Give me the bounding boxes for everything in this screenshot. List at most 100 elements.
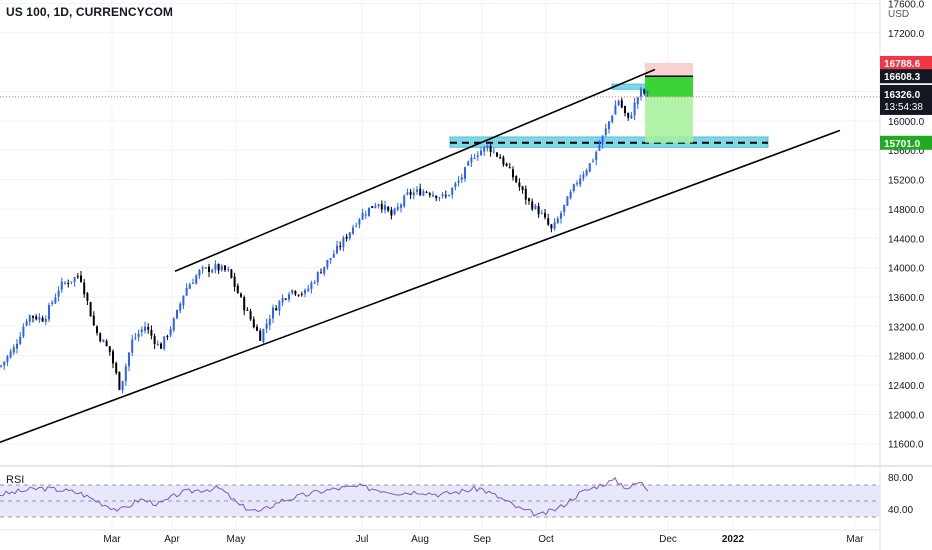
candle-body: [393, 208, 396, 215]
candle-body: [547, 218, 550, 225]
candle-body: [579, 178, 582, 185]
candle-body: [198, 270, 201, 276]
price-tick-label: 14800.0: [888, 205, 925, 216]
candle-body: [569, 191, 572, 199]
candle-body: [508, 167, 511, 169]
candle-body: [582, 174, 585, 179]
candle-body: [355, 225, 358, 227]
candle-body: [316, 272, 319, 282]
candle-body: [585, 170, 588, 176]
candle-body: [44, 318, 47, 322]
candle-body: [249, 311, 252, 320]
candle-body: [470, 157, 473, 163]
candle-body: [339, 246, 342, 248]
candle-body: [73, 277, 76, 282]
candle-body: [214, 264, 217, 270]
candle-body: [38, 317, 41, 320]
candle-body: [595, 151, 598, 161]
candle-body: [128, 352, 130, 367]
candle-body: [492, 151, 495, 153]
candle-body: [438, 197, 441, 199]
candle-body: [192, 282, 194, 284]
price-tick-label: 15600.0: [888, 146, 925, 157]
time-tick-label: Jul: [356, 534, 369, 545]
time-tick-label: Dec: [659, 534, 677, 545]
candle-body: [12, 347, 15, 353]
candle-body: [524, 188, 527, 200]
candle-body: [278, 301, 281, 311]
candle-body: [419, 188, 422, 196]
candle-body: [441, 194, 444, 196]
candle-body: [179, 303, 182, 311]
last-price-tag: 16326.0: [884, 90, 921, 101]
candle-body: [163, 336, 166, 349]
candle-body: [364, 214, 367, 216]
candle-body: [35, 316, 38, 320]
rsi-tick-label: 80.00: [888, 473, 913, 484]
candle-body: [358, 219, 361, 225]
candle-body: [556, 218, 559, 224]
candle-body: [348, 232, 351, 239]
candle-body: [473, 157, 476, 159]
price-tick-label: 14400.0: [888, 234, 925, 245]
candle-body: [620, 100, 623, 108]
candle-body: [243, 297, 246, 311]
candle-body: [32, 315, 34, 318]
candle-body: [54, 297, 57, 304]
candle-body: [156, 343, 159, 346]
candle-body: [166, 335, 169, 337]
candle-body: [323, 266, 326, 274]
candle-body: [57, 290, 60, 297]
time-tick-label: Mar: [103, 534, 121, 545]
candle-body: [425, 191, 428, 193]
candle-body: [19, 336, 22, 345]
candle-body: [406, 192, 409, 195]
candle-body: [374, 205, 377, 208]
candle-body: [28, 315, 31, 322]
candle-body: [172, 318, 175, 331]
candle-body: [182, 295, 185, 306]
candle-body: [89, 302, 92, 317]
candle-body: [646, 91, 649, 94]
candle-body: [572, 184, 575, 192]
entry-price-tag-bg: [880, 69, 932, 84]
candle-body: [268, 319, 271, 326]
candle-body: [608, 121, 610, 130]
candle-body: [236, 285, 239, 294]
candle-body: [480, 150, 482, 156]
zones: [449, 62, 769, 148]
candle-body: [560, 213, 562, 219]
stop-loss-box: [645, 62, 693, 77]
candle-body: [566, 196, 569, 206]
candle-body: [448, 195, 450, 197]
candle-body: [371, 206, 374, 208]
candle-body: [515, 176, 518, 183]
chart-title: US 100, 1D, CURRENCYCOM: [6, 5, 174, 19]
candle-body: [281, 297, 284, 303]
candle-body: [428, 193, 431, 196]
candle-body: [604, 128, 607, 135]
candle-body: [384, 205, 386, 210]
candle-body: [22, 326, 25, 337]
candle-body: [51, 302, 54, 304]
price-tick-label: 15200.0: [888, 176, 925, 187]
candle-body: [451, 187, 454, 195]
candle-body: [224, 265, 226, 270]
rsi-label: RSI: [6, 474, 25, 486]
candle-body: [540, 213, 543, 215]
price-tick-label: 16000.0: [888, 117, 925, 128]
trend-lines: [0, 68, 880, 443]
price-tick-label: 17200.0: [888, 29, 925, 40]
candle-body: [220, 265, 223, 271]
candle-body: [112, 351, 114, 364]
candle-body: [41, 317, 44, 322]
candle-body: [630, 115, 633, 119]
candle-body: [256, 326, 258, 331]
candle-body: [432, 194, 434, 197]
price-tick-label: 12000.0: [888, 410, 925, 421]
candle-body: [272, 307, 274, 319]
candle-body: [636, 97, 639, 105]
price-tick-label: 12400.0: [888, 381, 925, 392]
candle-body: [460, 177, 463, 180]
